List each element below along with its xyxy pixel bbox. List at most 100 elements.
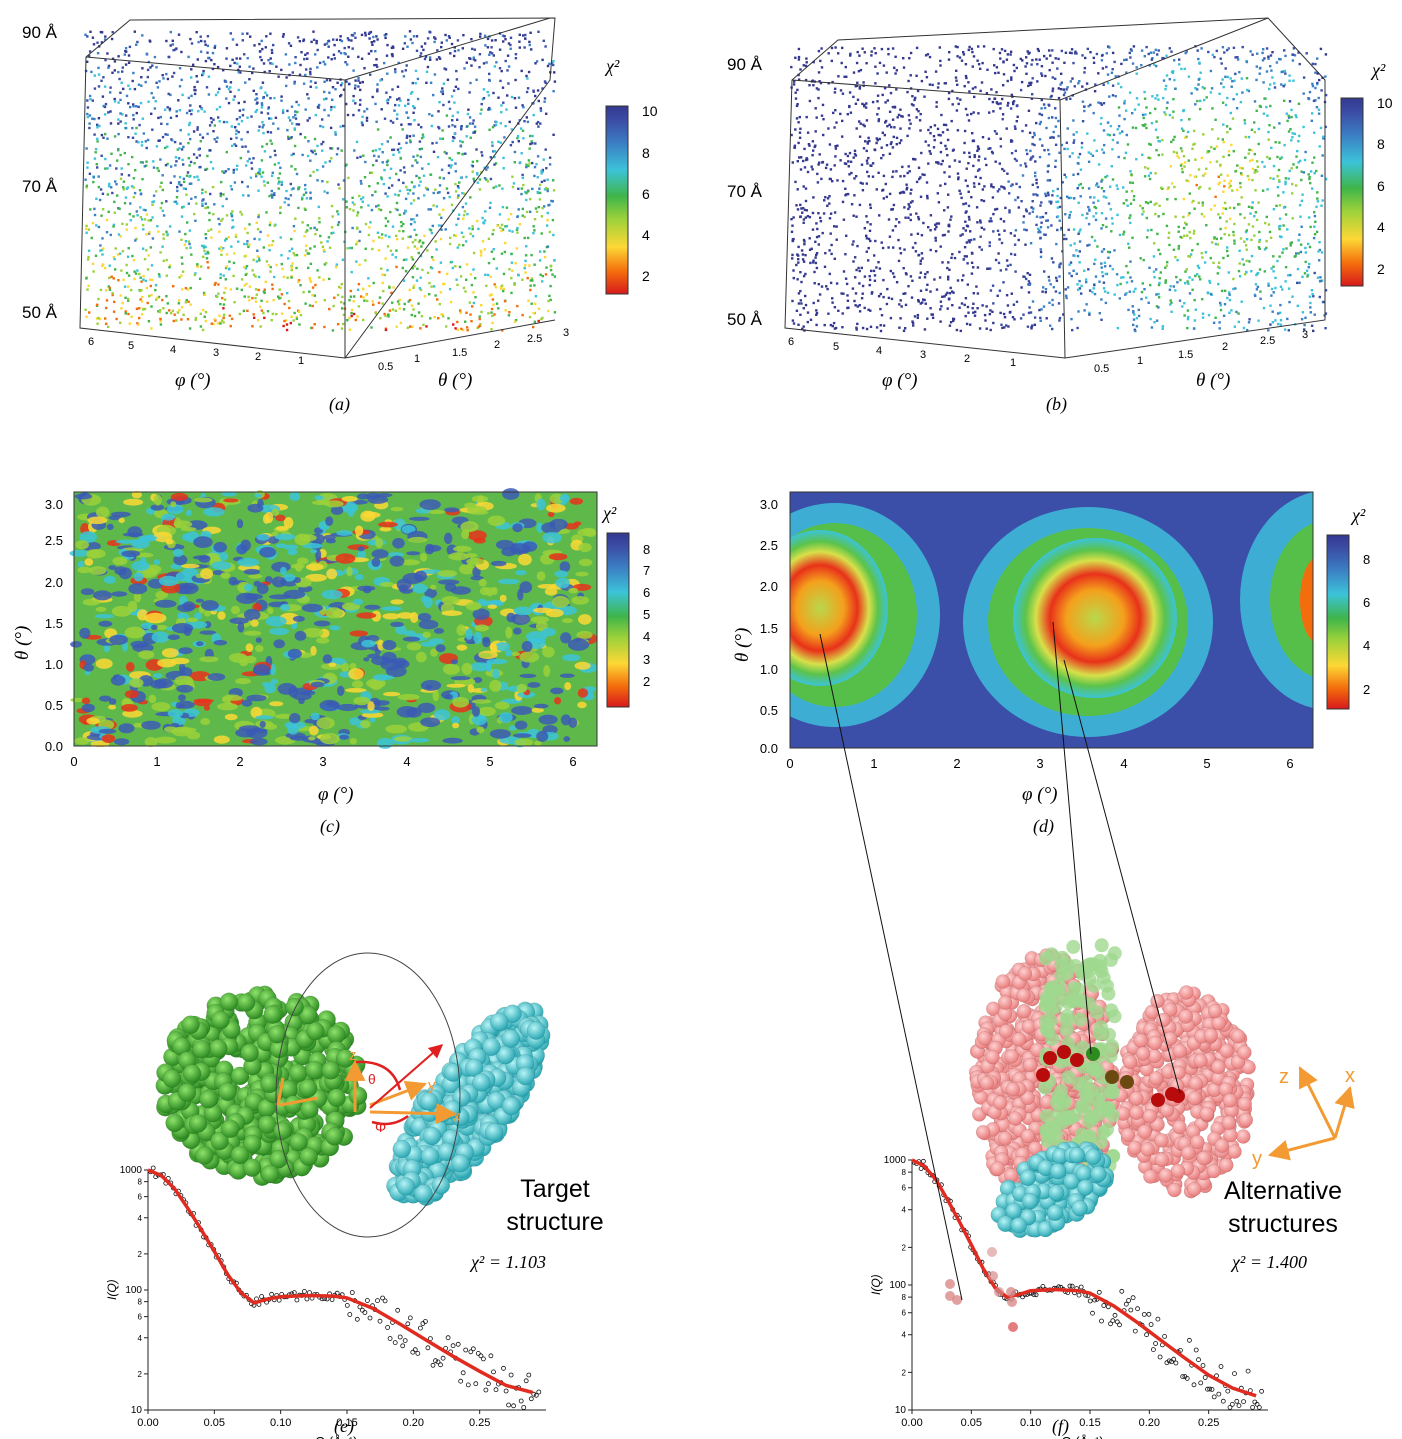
cbar-tick-a: 8 — [642, 145, 650, 161]
cbar-tick-a: 2 — [642, 268, 650, 284]
saxs-data-point — [1216, 1391, 1222, 1397]
saxs-data-point — [1119, 1288, 1125, 1294]
phi-label: Φ — [375, 1119, 386, 1135]
cube-edge-a2 — [344, 17, 551, 81]
saxs-data-point — [518, 1398, 524, 1404]
saxs-xtick: 0.05 — [961, 1417, 982, 1429]
saxs-ytick: 8 — [902, 1168, 907, 1177]
saxs-data-point — [375, 1298, 380, 1303]
saxs-ytick: 1000 — [120, 1165, 143, 1176]
saxs-data-point — [1078, 1284, 1084, 1290]
phi-tick-b: 2 — [964, 353, 970, 365]
saxs-ytick: 2 — [902, 1368, 907, 1377]
saxs-ytick: 4 — [902, 1206, 907, 1215]
saxs-data-point — [1254, 1401, 1260, 1407]
saxs-data-point — [1236, 1403, 1242, 1408]
theta-tick-b: 2 — [1222, 341, 1228, 353]
theta-arc — [355, 1060, 402, 1091]
ytick-c: 2.0 — [45, 575, 63, 590]
saxs-data-point — [294, 1297, 300, 1303]
saxs-data-point — [1126, 1298, 1131, 1303]
ytick-d: 1.0 — [760, 662, 778, 677]
saxs-data-point — [395, 1307, 401, 1313]
saxs-data-point — [412, 1347, 418, 1353]
saxs-xtick: 0.05 — [204, 1417, 225, 1429]
saxs-data-point — [1128, 1307, 1134, 1313]
saxs-data-point — [1209, 1387, 1215, 1392]
saxs-ytick: 8 — [138, 1178, 143, 1187]
saxs-data-point — [1245, 1368, 1251, 1374]
saxs-data-point — [1225, 1388, 1231, 1394]
theta-tick-a: 1.5 — [452, 347, 467, 359]
cbar-tick-b: 4 — [1377, 219, 1385, 235]
saxs-data-point — [422, 1319, 428, 1324]
xlabel-c: φ (°) — [318, 784, 354, 805]
saxs-data-point — [506, 1402, 512, 1408]
saxs-ytick: 1000 — [884, 1155, 907, 1166]
saxs-data-point — [430, 1362, 436, 1368]
xtick-d: 4 — [1120, 756, 1127, 771]
saxs-data-point — [417, 1325, 423, 1331]
saxs-data-point — [1178, 1348, 1183, 1353]
saxs-data-point — [921, 1158, 926, 1164]
cbar-tick-a: 10 — [642, 103, 658, 119]
saxs-data-point — [478, 1353, 484, 1359]
cube-edge-a — [85, 56, 346, 81]
saxs-data-point — [468, 1349, 474, 1355]
saxs-data-point — [1157, 1354, 1163, 1360]
cbar-tick-d: 4 — [1363, 638, 1370, 653]
ytick-d: 1.5 — [760, 621, 778, 636]
saxs-xtick: 0.15 — [336, 1417, 357, 1429]
z-tick-b-90: 90 Å — [727, 55, 763, 74]
saxs-data-point — [475, 1351, 481, 1356]
cbar-tick-b: 8 — [1377, 136, 1385, 152]
theta-tick-b: 0.5 — [1094, 363, 1109, 375]
phi-tick-a: 5 — [128, 340, 134, 352]
y-axis-arrow — [369, 1080, 427, 1107]
cube-edge-b2 — [1059, 17, 1269, 101]
saxs-data-point — [1092, 1297, 1098, 1303]
saxs-ytick: 6 — [138, 1313, 143, 1322]
cbar-tick-a: 4 — [642, 227, 650, 243]
saxs-data-point — [1173, 1360, 1179, 1366]
theta-tick-a: 2.5 — [527, 333, 542, 345]
saxs-data-point — [1141, 1312, 1147, 1317]
z-tick-b-70: 70 Å — [727, 182, 763, 201]
alt-x-label: x — [1345, 1065, 1355, 1087]
phi-tick-b: 3 — [920, 349, 926, 361]
saxs-data-point — [1256, 1405, 1262, 1410]
saxs-ytick: 6 — [138, 1193, 143, 1202]
saxs-xtick: 0.00 — [901, 1417, 922, 1429]
colorbar-title-b: χ² — [1370, 60, 1386, 80]
theta-tick-b: 3 — [1302, 329, 1308, 341]
chi-value-f: χ² = 1.400 — [1230, 1252, 1307, 1272]
saxs-data-point — [269, 1291, 275, 1297]
xlabel-b: φ (°) — [882, 370, 918, 391]
saxs-data-point — [491, 1369, 496, 1375]
saxs-data-point — [1135, 1306, 1140, 1312]
theta-tick-b: 1 — [1137, 355, 1143, 367]
ytick-c: 1.0 — [45, 657, 63, 672]
alt-z-label: z — [1279, 1066, 1289, 1088]
cube-edge-b — [791, 79, 1061, 101]
scatter-cube-b — [790, 45, 1328, 333]
saxs-data-point — [1218, 1364, 1224, 1369]
saxs-data-point — [1227, 1405, 1233, 1410]
panel-label-d: (d) — [1033, 816, 1054, 837]
saxs-data-point — [1252, 1399, 1258, 1405]
saxs-ylabel: I(Q) — [869, 1274, 883, 1295]
saxs-data-point — [1207, 1386, 1213, 1392]
saxs-data-point — [1146, 1311, 1152, 1317]
phi-tick-a: 4 — [170, 344, 176, 356]
saxs-data-point — [433, 1358, 438, 1364]
saxs-data-point — [503, 1388, 509, 1394]
saxs-data-point — [359, 1307, 365, 1313]
saxs-data-point — [259, 1294, 265, 1299]
saxs-data-point — [1151, 1347, 1156, 1352]
saxs-data-point — [1205, 1386, 1210, 1392]
saxs-data-point — [1123, 1301, 1129, 1307]
ylabel-a: θ (°) — [438, 370, 472, 391]
saxs-data-point — [1200, 1363, 1206, 1368]
saxs-data-point — [508, 1372, 514, 1378]
ylabel-c: θ (°) — [12, 626, 33, 660]
